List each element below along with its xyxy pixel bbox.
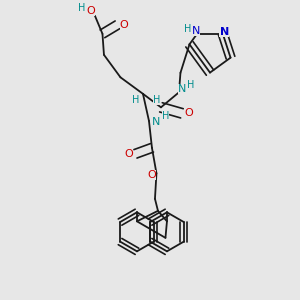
Text: H: H bbox=[153, 95, 160, 105]
Text: O: O bbox=[86, 6, 95, 16]
Text: H: H bbox=[187, 80, 194, 90]
Text: N: N bbox=[220, 27, 229, 37]
Text: N: N bbox=[178, 84, 187, 94]
Text: N: N bbox=[192, 26, 200, 35]
Text: N: N bbox=[152, 117, 160, 127]
Text: O: O bbox=[184, 108, 193, 118]
Text: O: O bbox=[124, 149, 133, 159]
Text: H: H bbox=[184, 24, 191, 34]
Text: O: O bbox=[120, 20, 128, 30]
Text: H: H bbox=[132, 95, 139, 105]
Text: H: H bbox=[78, 3, 85, 13]
Text: H: H bbox=[162, 111, 169, 121]
Text: O: O bbox=[148, 170, 156, 180]
